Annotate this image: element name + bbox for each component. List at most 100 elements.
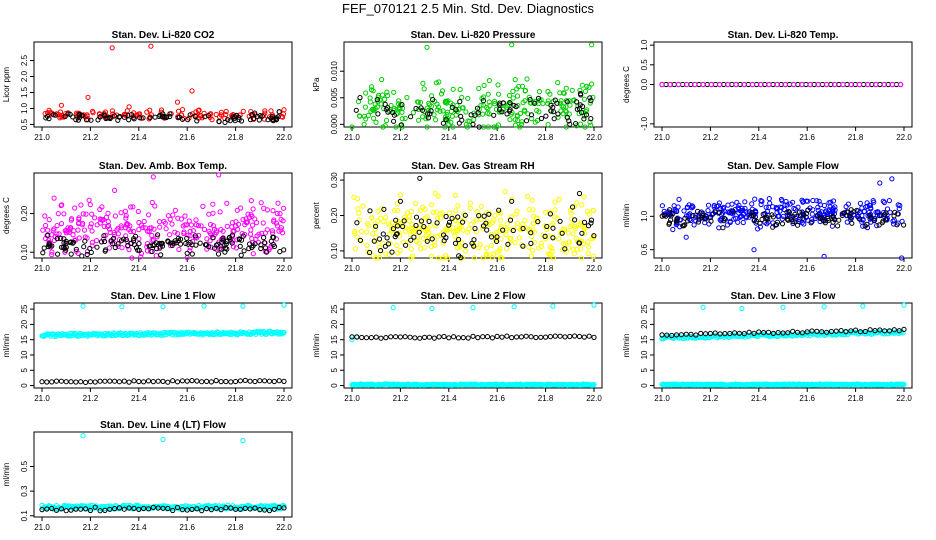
data-point bbox=[700, 81, 706, 88]
data-point bbox=[102, 238, 108, 245]
data-point bbox=[426, 218, 432, 224]
data-point bbox=[830, 198, 837, 204]
data-point bbox=[122, 112, 128, 118]
data-point bbox=[204, 506, 210, 512]
data-point bbox=[881, 212, 888, 218]
data-point bbox=[471, 255, 477, 261]
data-point bbox=[144, 109, 150, 115]
data-point bbox=[581, 230, 588, 236]
data-point bbox=[494, 238, 500, 244]
data-point bbox=[532, 100, 538, 106]
x-tick-label: 21.8 bbox=[228, 264, 244, 273]
data-point bbox=[402, 115, 408, 122]
data-point bbox=[751, 247, 757, 253]
x-tick-label: 21.4 bbox=[131, 264, 147, 273]
data-point bbox=[95, 117, 101, 123]
y-tick-label: 5 bbox=[640, 367, 649, 372]
data-point bbox=[847, 213, 853, 219]
data-point bbox=[570, 231, 576, 237]
data-point bbox=[187, 112, 193, 118]
data-point bbox=[739, 305, 745, 312]
data-point bbox=[819, 215, 825, 221]
data-point bbox=[885, 81, 891, 88]
data-point bbox=[154, 246, 160, 252]
data-point bbox=[86, 197, 92, 203]
data-point bbox=[433, 80, 439, 86]
data-point bbox=[835, 223, 841, 229]
y-tick-label: 20 bbox=[330, 319, 339, 328]
chart-title: Stan. Dev. Line 3 Flow bbox=[731, 291, 836, 302]
data-point bbox=[373, 223, 379, 229]
data-point bbox=[577, 91, 584, 97]
data-point bbox=[708, 81, 715, 88]
data-point bbox=[506, 93, 513, 99]
x-tick-label: 21.2 bbox=[83, 394, 99, 403]
data-point bbox=[880, 218, 886, 224]
data-point bbox=[261, 235, 267, 241]
data-point bbox=[724, 222, 731, 228]
data-point bbox=[664, 332, 670, 338]
data-point bbox=[393, 124, 399, 130]
data-point bbox=[428, 244, 435, 250]
data-point bbox=[778, 81, 784, 88]
data-point bbox=[483, 220, 489, 226]
data-point bbox=[145, 378, 152, 384]
data-point bbox=[426, 334, 432, 340]
x-tick-label: 21.0 bbox=[654, 264, 670, 273]
data-point bbox=[873, 81, 879, 88]
data-point bbox=[582, 225, 588, 231]
data-point bbox=[370, 88, 376, 94]
data-point bbox=[678, 332, 685, 338]
data-point bbox=[465, 335, 471, 341]
data-point bbox=[193, 217, 199, 223]
data-point bbox=[227, 237, 233, 243]
data-point bbox=[150, 504, 156, 510]
data-point bbox=[899, 255, 905, 261]
data-point bbox=[730, 208, 736, 214]
x-tick-label: 21.4 bbox=[131, 523, 147, 532]
data-point bbox=[271, 506, 277, 512]
data-point bbox=[551, 116, 557, 122]
data-point bbox=[673, 332, 680, 338]
data-point bbox=[276, 109, 282, 115]
data-point bbox=[787, 201, 793, 207]
data-point bbox=[40, 250, 46, 256]
data-point bbox=[264, 207, 270, 213]
data-point bbox=[262, 507, 268, 513]
data-point bbox=[589, 81, 595, 87]
chart-panel-5: Stan. Dev. Gas Stream RH percent 21.0 21.2 2… bbox=[312, 161, 603, 273]
data-point bbox=[71, 228, 77, 234]
data-point bbox=[394, 231, 400, 237]
data-point bbox=[843, 329, 849, 335]
data-point bbox=[356, 210, 362, 216]
data-point bbox=[107, 229, 113, 236]
data-point bbox=[153, 240, 159, 246]
data-point bbox=[563, 85, 569, 91]
data-point bbox=[446, 219, 453, 225]
data-point bbox=[795, 222, 801, 228]
data-point bbox=[150, 242, 156, 249]
data-point bbox=[752, 196, 758, 202]
data-point bbox=[252, 378, 258, 385]
data-point bbox=[189, 251, 195, 257]
data-point bbox=[766, 196, 772, 202]
data-point bbox=[374, 97, 380, 103]
data-point bbox=[871, 199, 877, 205]
data-point bbox=[176, 246, 182, 253]
data-point bbox=[554, 215, 560, 221]
data-point bbox=[736, 330, 743, 336]
data-point bbox=[241, 248, 247, 254]
data-point bbox=[584, 208, 591, 215]
x-tick-label: 22.0 bbox=[276, 264, 292, 273]
data-point bbox=[87, 379, 94, 385]
data-point bbox=[238, 118, 245, 124]
data-point bbox=[247, 231, 254, 237]
data-point bbox=[383, 335, 389, 341]
data-point bbox=[464, 124, 471, 130]
data-point bbox=[73, 506, 79, 512]
data-point bbox=[156, 113, 162, 120]
data-point bbox=[354, 220, 360, 226]
data-point bbox=[368, 335, 374, 341]
data-point bbox=[197, 240, 203, 246]
data-point bbox=[58, 378, 65, 384]
